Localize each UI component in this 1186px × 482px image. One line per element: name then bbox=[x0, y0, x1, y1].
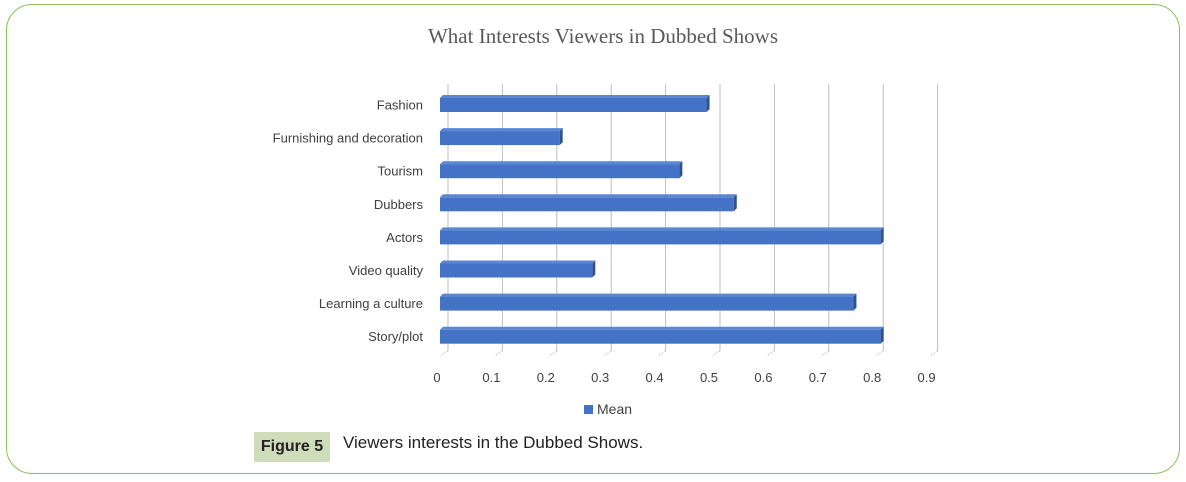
gridline-floor bbox=[439, 350, 449, 357]
gridline-floor bbox=[602, 350, 612, 357]
tick-label: 0.7 bbox=[809, 370, 827, 385]
gridline-floor bbox=[929, 350, 938, 357]
gridline-floor bbox=[657, 350, 666, 357]
chart-title: What Interests Viewers in Dubbed Shows bbox=[427, 24, 779, 48]
tick-label: 0.4 bbox=[646, 370, 664, 385]
gridline-floor bbox=[820, 350, 830, 357]
gridline-floor bbox=[711, 350, 721, 357]
gridline-floor bbox=[548, 350, 558, 357]
tick-label: 0.3 bbox=[591, 370, 609, 385]
tick-label: 0.5 bbox=[700, 370, 718, 385]
bar bbox=[440, 194, 737, 212]
bars bbox=[440, 95, 884, 344]
category-label: Furnishing and decoration bbox=[273, 131, 423, 146]
legend-swatch bbox=[584, 404, 593, 414]
legend-label: Mean bbox=[597, 401, 633, 417]
bar bbox=[440, 227, 884, 245]
tick-label: 0 bbox=[433, 370, 440, 385]
bar bbox=[440, 95, 710, 112]
category-label: Video quality bbox=[349, 263, 424, 278]
category-label: Story/plot bbox=[368, 329, 423, 344]
tick-labels: 0 0.1 0.2 0.3 0.4 0.5 0.6 0.7 0.8 0.9 bbox=[433, 370, 935, 385]
bar bbox=[440, 128, 563, 146]
gridline-floor bbox=[766, 350, 775, 357]
figure-label: Figure 5 bbox=[254, 432, 330, 462]
gridline-floor bbox=[494, 350, 503, 357]
tick-label: 0.8 bbox=[863, 370, 881, 385]
gridline-floor bbox=[874, 350, 884, 357]
category-label: Tourism bbox=[377, 164, 423, 179]
category-label: Learning a culture bbox=[319, 296, 423, 311]
bar bbox=[440, 293, 857, 311]
category-labels: Fashion Furnishing and decoration Tourism D… bbox=[273, 98, 424, 345]
figure-caption: Viewers interests in the Dubbed Shows. bbox=[343, 433, 644, 452]
category-label: Dubbers bbox=[374, 197, 424, 212]
bar bbox=[440, 161, 683, 179]
tick-label: 0.9 bbox=[918, 370, 936, 385]
gridlines bbox=[439, 84, 939, 357]
tick-label: 0.1 bbox=[482, 370, 500, 385]
tick-label: 0.2 bbox=[537, 370, 555, 385]
legend: Mean bbox=[584, 401, 632, 417]
figure-frame bbox=[6, 4, 1180, 474]
tick-label: 0.6 bbox=[754, 370, 772, 385]
bar bbox=[440, 326, 884, 344]
bar bbox=[440, 260, 596, 278]
category-label: Actors bbox=[386, 230, 423, 245]
category-label: Fashion bbox=[377, 98, 423, 113]
